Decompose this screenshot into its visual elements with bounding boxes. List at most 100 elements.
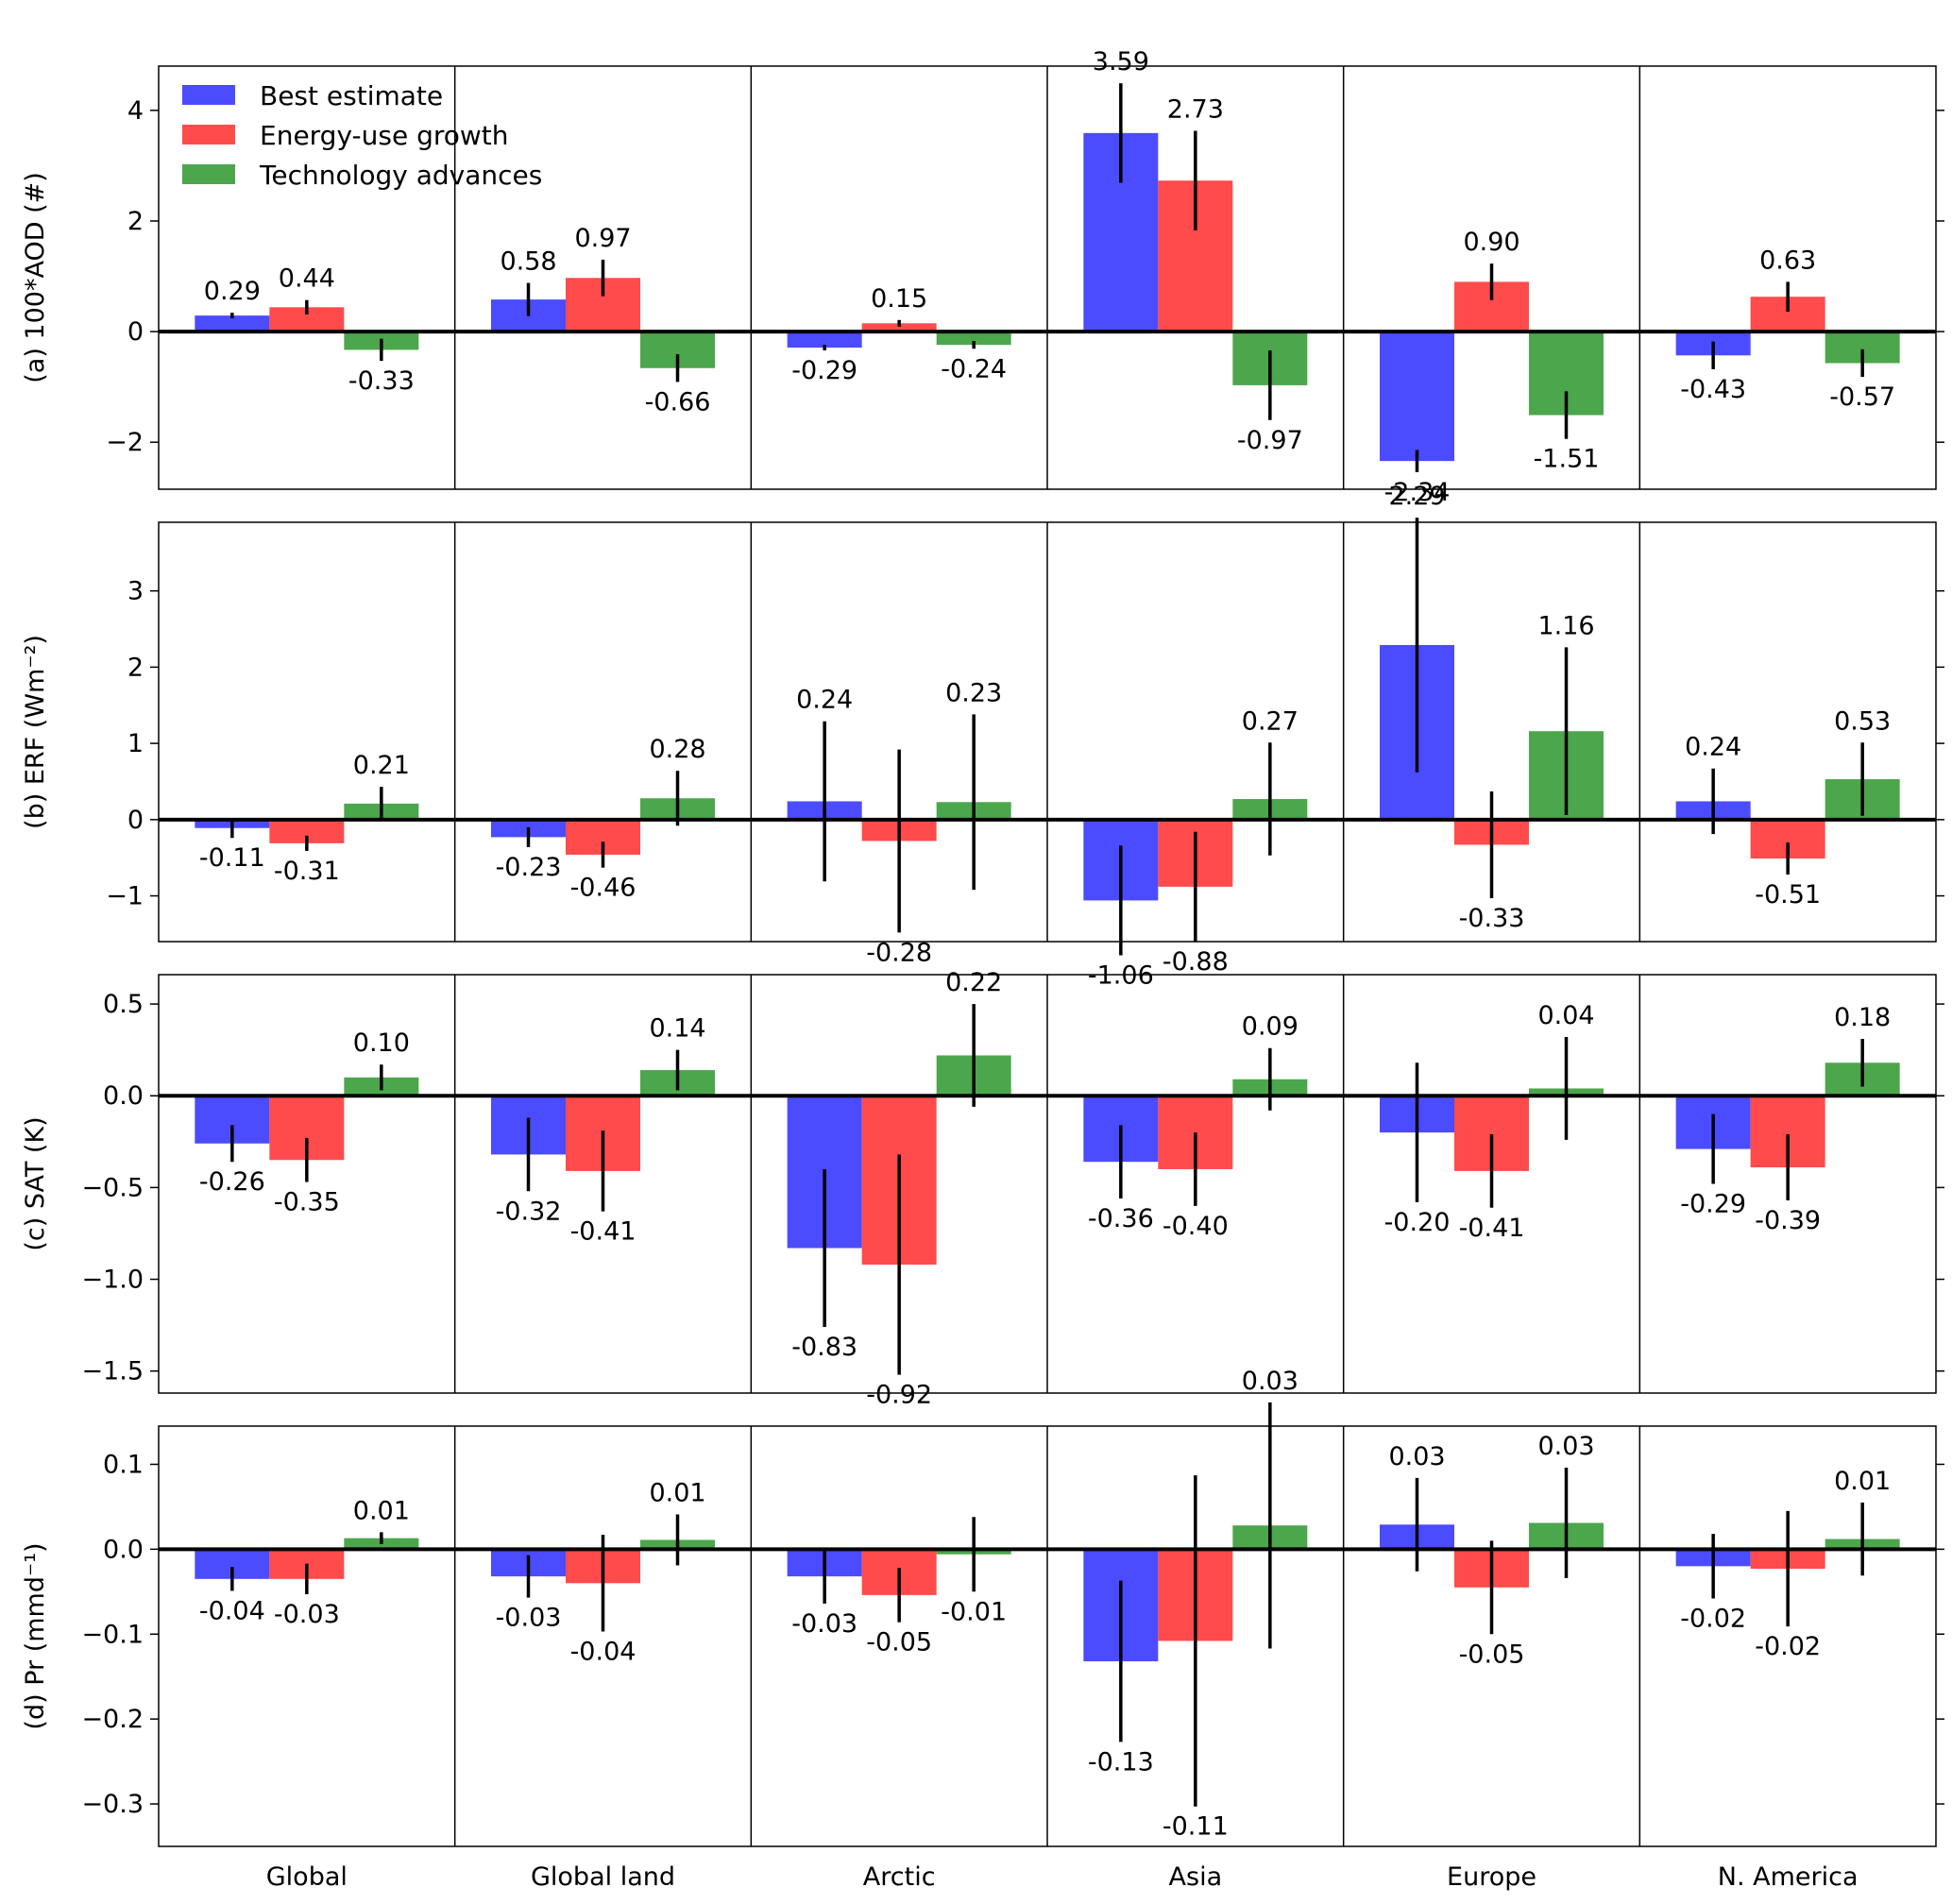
data-label: -0.29 xyxy=(791,356,857,385)
region-label: Arctic xyxy=(863,1862,936,1892)
data-label: 0.21 xyxy=(353,751,410,780)
y-axis-label: (a) 100*AOD (#) xyxy=(21,172,50,383)
bar xyxy=(195,315,270,332)
region-label: Europe xyxy=(1447,1862,1536,1892)
data-label: -0.26 xyxy=(199,1167,265,1197)
panel-frame xyxy=(158,65,1937,490)
y-axis-label: (c) SAT (K) xyxy=(21,1116,50,1250)
y-tick-label: 3 xyxy=(127,577,144,606)
data-label: -0.33 xyxy=(1459,904,1525,933)
data-label: 0.97 xyxy=(574,224,631,253)
data-label: 0.44 xyxy=(279,264,335,294)
data-label: 3.59 xyxy=(1093,47,1149,76)
y-tick-label: −1.0 xyxy=(81,1266,144,1295)
bar xyxy=(861,323,937,332)
data-label: -1.06 xyxy=(1088,961,1154,991)
panel-1: 0.29 0.58 -0.29 3.59 -2.34 -0.43 0.44 0.97 0.15 2… xyxy=(21,47,1944,507)
y-tick-label: 0.0 xyxy=(103,1081,144,1111)
data-label: -0.36 xyxy=(1088,1204,1154,1233)
data-label: -0.02 xyxy=(1680,1604,1746,1633)
panel-2: -0.11 -0.23 0.24 -1.06 2.29 0.24 -0.31 -0.46 -0.… xyxy=(21,482,1944,991)
y-tick-label: 0.1 xyxy=(103,1450,144,1479)
data-label: 0.24 xyxy=(796,686,853,715)
y-tick-label: −0.2 xyxy=(81,1705,144,1734)
region-label: N. America xyxy=(1718,1862,1859,1892)
data-label: 0.27 xyxy=(1242,706,1299,736)
data-label: -0.57 xyxy=(1829,382,1895,412)
data-label: -0.33 xyxy=(348,366,415,396)
data-label: 0.01 xyxy=(1834,1467,1891,1496)
data-label: -0.43 xyxy=(1680,375,1746,404)
data-label: -0.31 xyxy=(274,857,340,886)
y-tick-label: −0.3 xyxy=(81,1790,144,1819)
panel-3: -0.26 -0.32 -0.83 -0.36 -0.20 -0.29 -0.35 -0.41… xyxy=(21,968,1944,1410)
data-label: 0.10 xyxy=(353,1028,410,1058)
data-label: -0.03 xyxy=(791,1609,857,1639)
data-label: -2.34 xyxy=(1384,478,1451,507)
y-tick-label: 4 xyxy=(127,96,144,126)
data-label: -0.92 xyxy=(866,1381,932,1410)
data-label: -0.29 xyxy=(1680,1190,1746,1219)
data-label: 0.03 xyxy=(1242,1367,1299,1396)
panel-4: -0.04 -0.03 -0.03 -0.13 0.03 -0.02 -0.03 -0.04 -… xyxy=(21,1367,1944,1847)
y-tick-label: −1.5 xyxy=(81,1357,144,1386)
data-label: -0.24 xyxy=(941,354,1007,383)
data-label: -0.05 xyxy=(1459,1640,1525,1669)
x-axis: Global Global land Arctic Asia Europe N. Amer… xyxy=(266,1862,1859,1892)
data-label: -0.51 xyxy=(1755,880,1821,910)
data-label: 0.22 xyxy=(945,968,1002,997)
y-axis-label: (b) ERF (Wm⁻²) xyxy=(21,635,50,829)
data-label: 0.14 xyxy=(649,1014,705,1044)
data-label: 0.03 xyxy=(1537,1432,1594,1461)
y-tick-label: 2 xyxy=(127,207,144,236)
panel-frame xyxy=(158,974,1937,1394)
data-label: -0.41 xyxy=(570,1217,637,1247)
data-label: -0.28 xyxy=(866,938,932,967)
data-label: -0.20 xyxy=(1384,1208,1451,1237)
data-label: 0.03 xyxy=(1388,1442,1445,1471)
data-label: 0.24 xyxy=(1685,733,1741,762)
y-tick-label: 1 xyxy=(127,729,144,758)
y-tick-label: −1 xyxy=(106,882,144,911)
legend-swatch xyxy=(182,164,235,184)
legend-label: Energy-use growth xyxy=(260,120,509,151)
bar xyxy=(936,332,1011,346)
data-label: -0.11 xyxy=(199,843,265,873)
data-label: 0.23 xyxy=(945,678,1002,707)
data-label: -0.35 xyxy=(274,1188,340,1217)
legend-label: Best estimate xyxy=(260,80,443,111)
data-label: -0.97 xyxy=(1237,426,1303,455)
data-label: 0.53 xyxy=(1834,706,1891,736)
y-tick-label: 2 xyxy=(127,653,144,682)
data-label: 2.73 xyxy=(1167,95,1224,125)
data-label: -0.03 xyxy=(496,1604,562,1633)
y-tick-label: 0.0 xyxy=(103,1535,144,1564)
data-label: 0.01 xyxy=(649,1478,705,1507)
data-label: 0.18 xyxy=(1834,1003,1891,1032)
region-label: Global land xyxy=(531,1862,675,1892)
data-label: -0.04 xyxy=(199,1596,265,1625)
data-label: -0.46 xyxy=(570,874,637,903)
data-label: -0.04 xyxy=(570,1638,637,1667)
legend-swatch xyxy=(182,125,235,144)
data-label: -0.83 xyxy=(791,1333,857,1362)
y-axis-label: (d) Pr (mmd⁻¹) xyxy=(21,1542,50,1729)
data-label: 0.63 xyxy=(1759,246,1816,275)
data-label: -0.23 xyxy=(496,853,562,882)
data-label: 0.90 xyxy=(1463,228,1519,257)
data-label: -0.03 xyxy=(274,1600,340,1629)
panel-frame xyxy=(158,521,1937,943)
data-label: 0.28 xyxy=(649,735,705,764)
bar xyxy=(787,332,862,348)
data-label: -0.66 xyxy=(645,387,711,416)
legend: Best estimate Energy-use growth Technology… xyxy=(182,80,542,191)
data-label: 2.29 xyxy=(1388,482,1445,511)
data-label: -0.40 xyxy=(1163,1212,1229,1241)
data-label: 0.09 xyxy=(1242,1012,1299,1042)
y-tick-label: 0 xyxy=(127,317,144,347)
data-label: -1.51 xyxy=(1534,445,1600,474)
data-label: -0.13 xyxy=(1088,1747,1154,1776)
data-label: -0.01 xyxy=(941,1597,1007,1626)
y-tick-label: 0 xyxy=(127,806,144,835)
